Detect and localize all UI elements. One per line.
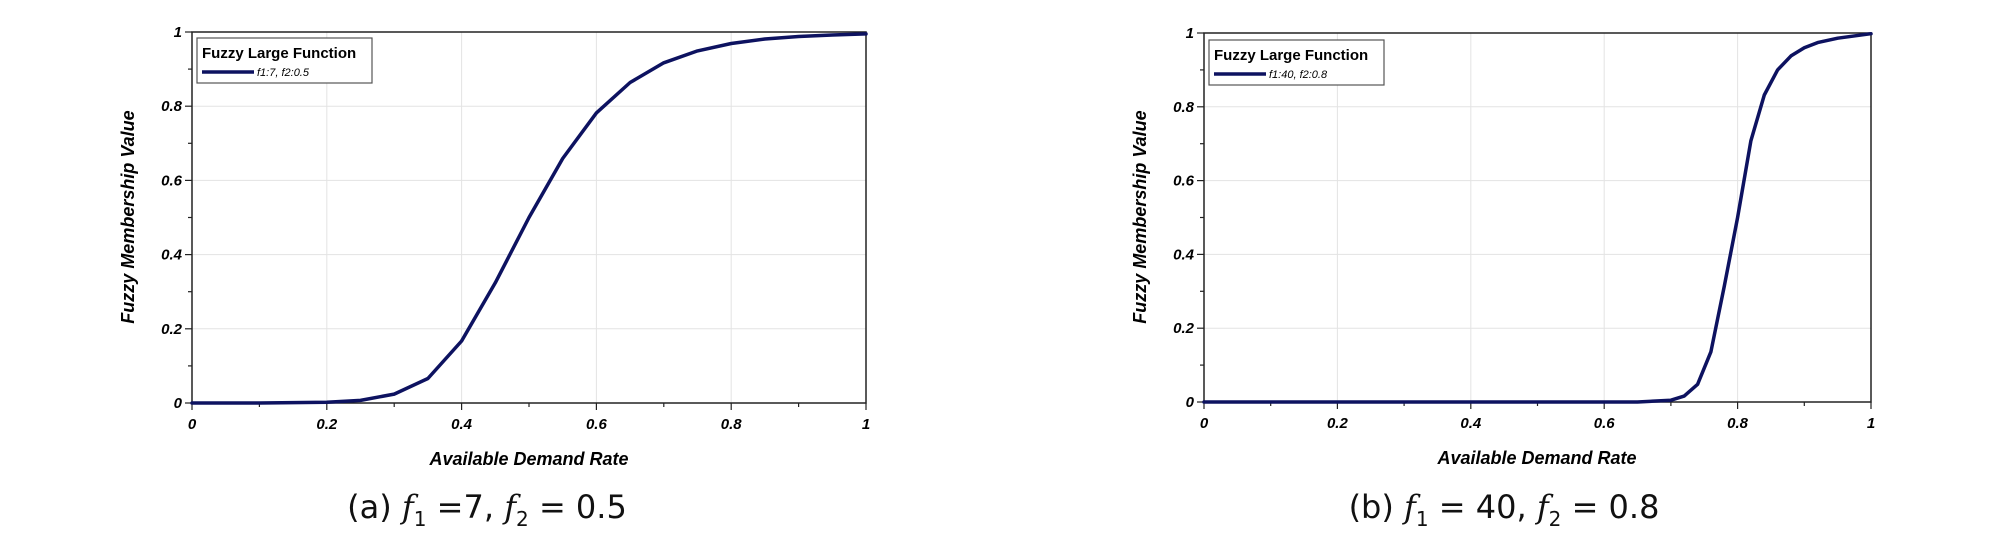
y-tick-label: 0 xyxy=(1186,394,1195,411)
tick-marks xyxy=(185,31,867,410)
caption-sub2: 2 xyxy=(1549,507,1562,531)
caption-prefix: (a) xyxy=(347,488,402,526)
x-tick-label: 0.2 xyxy=(1327,415,1349,432)
y-tick-label: 0.2 xyxy=(161,321,183,338)
y-tick-label: 0.8 xyxy=(161,98,183,115)
series-line xyxy=(1202,31,1873,404)
legend: Fuzzy Large Function f1:40, f2:0.8 xyxy=(1208,39,1385,86)
legend-box xyxy=(1208,39,1385,86)
legend-title: Fuzzy Large Function xyxy=(1214,47,1368,64)
y-tick-label: 0.4 xyxy=(1173,246,1195,263)
chart-b: 0 0.2 0.4 0.6 0.8 1 0 0.2 0.4 0.6 0.8 1 … xyxy=(1130,25,1875,531)
x-tick-label: 0.4 xyxy=(451,416,473,433)
y-axis-label: Fuzzy Membership Value xyxy=(1130,110,1150,323)
legend-entry: f1:40, f2:0.8 xyxy=(1269,69,1328,81)
y-tick-label: 1 xyxy=(174,24,182,41)
caption-eq2: = 0.8 xyxy=(1561,488,1659,526)
caption-a: (a) f1 =7, f2 = 0.5 xyxy=(347,488,627,531)
x-tick-label: 0.8 xyxy=(1727,415,1749,432)
caption-prefix: (b) xyxy=(1349,488,1404,526)
tick-marks xyxy=(1197,32,1872,409)
x-tick-label: 0.2 xyxy=(316,416,338,433)
x-tick-label: 0 xyxy=(1200,415,1209,432)
x-tick-labels: 0 0.2 0.4 0.6 0.8 1 xyxy=(1200,415,1875,432)
caption-eq1: =7, xyxy=(427,488,505,526)
caption-eq2: = 0.5 xyxy=(529,488,627,526)
y-tick-label: 0 xyxy=(174,395,183,412)
x-tick-label: 1 xyxy=(1867,415,1875,432)
caption-sub1: 1 xyxy=(414,507,427,531)
chart-a: 0 0.2 0.4 0.6 0.8 1 0 0.2 0.4 0.6 0.8 1 … xyxy=(118,24,870,531)
y-tick-label: 0.2 xyxy=(1173,320,1195,337)
gridlines xyxy=(1204,33,1871,402)
plot-frame xyxy=(1203,32,1872,403)
x-tick-label: 0.8 xyxy=(721,416,743,433)
legend-box xyxy=(196,37,373,84)
x-axis-label: Available Demand Rate xyxy=(428,449,628,469)
x-tick-label: 0.4 xyxy=(1460,415,1482,432)
y-tick-label: 0.8 xyxy=(1173,99,1195,116)
y-tick-label: 0.6 xyxy=(1173,173,1195,190)
caption-sub1: 1 xyxy=(1416,507,1429,531)
caption-b: (b) f1 = 40, f2 = 0.8 xyxy=(1349,488,1660,531)
caption-sub2: 2 xyxy=(516,507,529,531)
x-tick-label: 0.6 xyxy=(1594,415,1616,432)
legend-entry: f1:7, f2:0.5 xyxy=(257,67,310,79)
x-tick-label: 0.6 xyxy=(586,416,608,433)
x-axis-label: Available Demand Rate xyxy=(1436,448,1636,468)
y-tick-label: 0.4 xyxy=(161,247,183,264)
x-tick-labels: 0 0.2 0.4 0.6 0.8 1 xyxy=(188,416,870,433)
gridlines xyxy=(192,32,866,403)
x-tick-label: 0 xyxy=(188,416,197,433)
y-tick-label: 0.6 xyxy=(161,172,183,189)
y-axis-label: Fuzzy Membership Value xyxy=(118,110,138,323)
x-tick-label: 1 xyxy=(862,416,870,433)
legend-title: Fuzzy Large Function xyxy=(202,45,356,62)
y-tick-labels: 0 0.2 0.4 0.6 0.8 1 xyxy=(1173,25,1195,411)
y-tick-labels: 0 0.2 0.4 0.6 0.8 1 xyxy=(161,24,183,412)
caption-eq1: = 40, xyxy=(1429,488,1537,526)
y-tick-label: 1 xyxy=(1186,25,1194,42)
series-line xyxy=(190,32,868,405)
legend: Fuzzy Large Function f1:7, f2:0.5 xyxy=(196,37,373,84)
